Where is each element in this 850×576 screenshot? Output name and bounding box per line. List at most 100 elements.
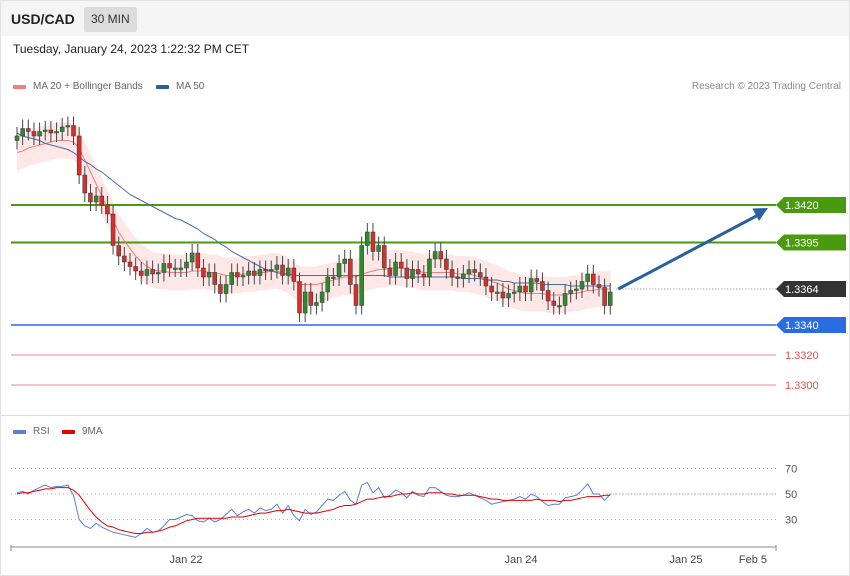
header-bar: USD/CAD 30 MIN bbox=[1, 1, 849, 36]
time-tick-label: Feb 5 bbox=[739, 554, 767, 566]
level-tag-1 bbox=[776, 234, 846, 251]
candle-body bbox=[14, 135, 20, 141]
candle-body bbox=[557, 305, 562, 308]
candle-body bbox=[331, 276, 336, 279]
candle-body bbox=[393, 261, 398, 276]
candle-body bbox=[540, 281, 545, 291]
candle-body bbox=[212, 272, 217, 285]
candle-body bbox=[483, 276, 489, 287]
candle-body bbox=[562, 293, 568, 306]
candle-body bbox=[116, 245, 121, 257]
candle-body bbox=[82, 174, 88, 194]
current-price-tag bbox=[776, 281, 846, 297]
timestamp: Tuesday, January 24, 2023 1:22:32 PM CET bbox=[13, 42, 250, 56]
candle-body bbox=[574, 288, 579, 291]
legend-ma20-label: MA 20 + Bollinger Bands bbox=[33, 81, 143, 92]
symbol-label: USD/CAD bbox=[11, 11, 75, 27]
candle-body bbox=[161, 263, 167, 273]
candle-body bbox=[48, 129, 54, 134]
candle-body bbox=[455, 276, 460, 279]
rsi-ma9-line bbox=[16, 487, 611, 534]
candle-body bbox=[489, 285, 494, 293]
candle-body bbox=[54, 131, 59, 134]
candle-body bbox=[218, 284, 223, 294]
candle-body bbox=[43, 129, 48, 132]
candle-body bbox=[314, 302, 319, 306]
candle-body bbox=[523, 285, 528, 293]
rsi-tick-label: 70 bbox=[785, 464, 797, 476]
candle-body bbox=[167, 263, 172, 269]
candle-body bbox=[528, 278, 534, 293]
legend-9ma: 9MA bbox=[62, 426, 103, 437]
candle-body bbox=[246, 270, 251, 276]
candle-body bbox=[223, 284, 229, 294]
candle-body bbox=[240, 275, 246, 278]
candle-body bbox=[280, 264, 285, 276]
candle-body bbox=[59, 126, 65, 132]
candle-body bbox=[26, 128, 31, 132]
candle-body bbox=[257, 269, 263, 276]
candle-body bbox=[195, 252, 201, 269]
candle-body bbox=[478, 272, 483, 278]
candle-body bbox=[71, 125, 76, 137]
candle-body bbox=[122, 255, 127, 263]
legend-9ma-label: 9MA bbox=[82, 426, 103, 437]
candle-body bbox=[269, 269, 274, 272]
candle-body bbox=[172, 267, 178, 270]
candle-body bbox=[382, 245, 387, 269]
candle-body bbox=[432, 251, 438, 260]
time-tick-label: Jan 25 bbox=[669, 554, 702, 566]
candle-body bbox=[235, 272, 240, 278]
candle-body bbox=[370, 231, 376, 252]
candle-body bbox=[302, 291, 308, 314]
candle-body bbox=[325, 276, 330, 293]
candle-body bbox=[376, 245, 381, 252]
candle-body bbox=[398, 261, 404, 269]
candle-body bbox=[466, 269, 472, 275]
rsi-tick-label: 50 bbox=[785, 489, 797, 501]
candle-body bbox=[365, 231, 370, 246]
level-tag-3 bbox=[776, 317, 846, 333]
candle-body bbox=[308, 291, 314, 306]
candle-body bbox=[427, 258, 432, 278]
candle-body bbox=[495, 291, 500, 294]
credit-label: Research © 2023 Trading Central bbox=[691, 81, 841, 92]
candle-body bbox=[99, 195, 104, 206]
candle-body bbox=[37, 131, 42, 137]
forecast-arrow-head bbox=[752, 208, 768, 221]
candle-body bbox=[139, 270, 144, 276]
candle-body bbox=[534, 278, 540, 282]
legend-ma50-label: MA 50 bbox=[176, 81, 205, 92]
legend-rsi: RSI bbox=[13, 426, 50, 437]
candle-body bbox=[201, 267, 206, 278]
candle-body bbox=[133, 266, 138, 272]
ma50-swatch-icon bbox=[156, 84, 169, 89]
candle-body bbox=[291, 267, 297, 282]
candle-body bbox=[500, 291, 506, 299]
candle-body bbox=[449, 269, 455, 278]
candle-body bbox=[156, 272, 161, 275]
rsi-swatch-icon bbox=[13, 429, 26, 434]
candle-body bbox=[421, 273, 427, 278]
ma20-swatch-icon bbox=[13, 84, 26, 89]
candle-body bbox=[105, 204, 110, 215]
candle-body bbox=[297, 281, 302, 314]
candle-body bbox=[88, 192, 93, 203]
candle-body bbox=[65, 125, 71, 128]
legend-rsi-label: RSI bbox=[33, 426, 50, 437]
candle-body bbox=[110, 213, 116, 246]
rsi-line bbox=[16, 481, 611, 538]
legend-ma50: MA 50 bbox=[156, 81, 204, 92]
forecast-arrow-line bbox=[617, 211, 763, 291]
ma9-swatch-icon bbox=[62, 429, 75, 434]
timeframe-button[interactable]: 30 MIN bbox=[84, 7, 137, 32]
candle-body bbox=[178, 267, 184, 270]
candle-body bbox=[127, 261, 133, 267]
candle-body bbox=[319, 291, 325, 303]
candle-body bbox=[353, 284, 359, 306]
panel-divider bbox=[1, 415, 849, 416]
candle-body bbox=[506, 293, 511, 299]
time-tick-label: Jan 22 bbox=[169, 554, 202, 566]
candle-body bbox=[410, 269, 415, 279]
candle-body bbox=[591, 273, 596, 285]
